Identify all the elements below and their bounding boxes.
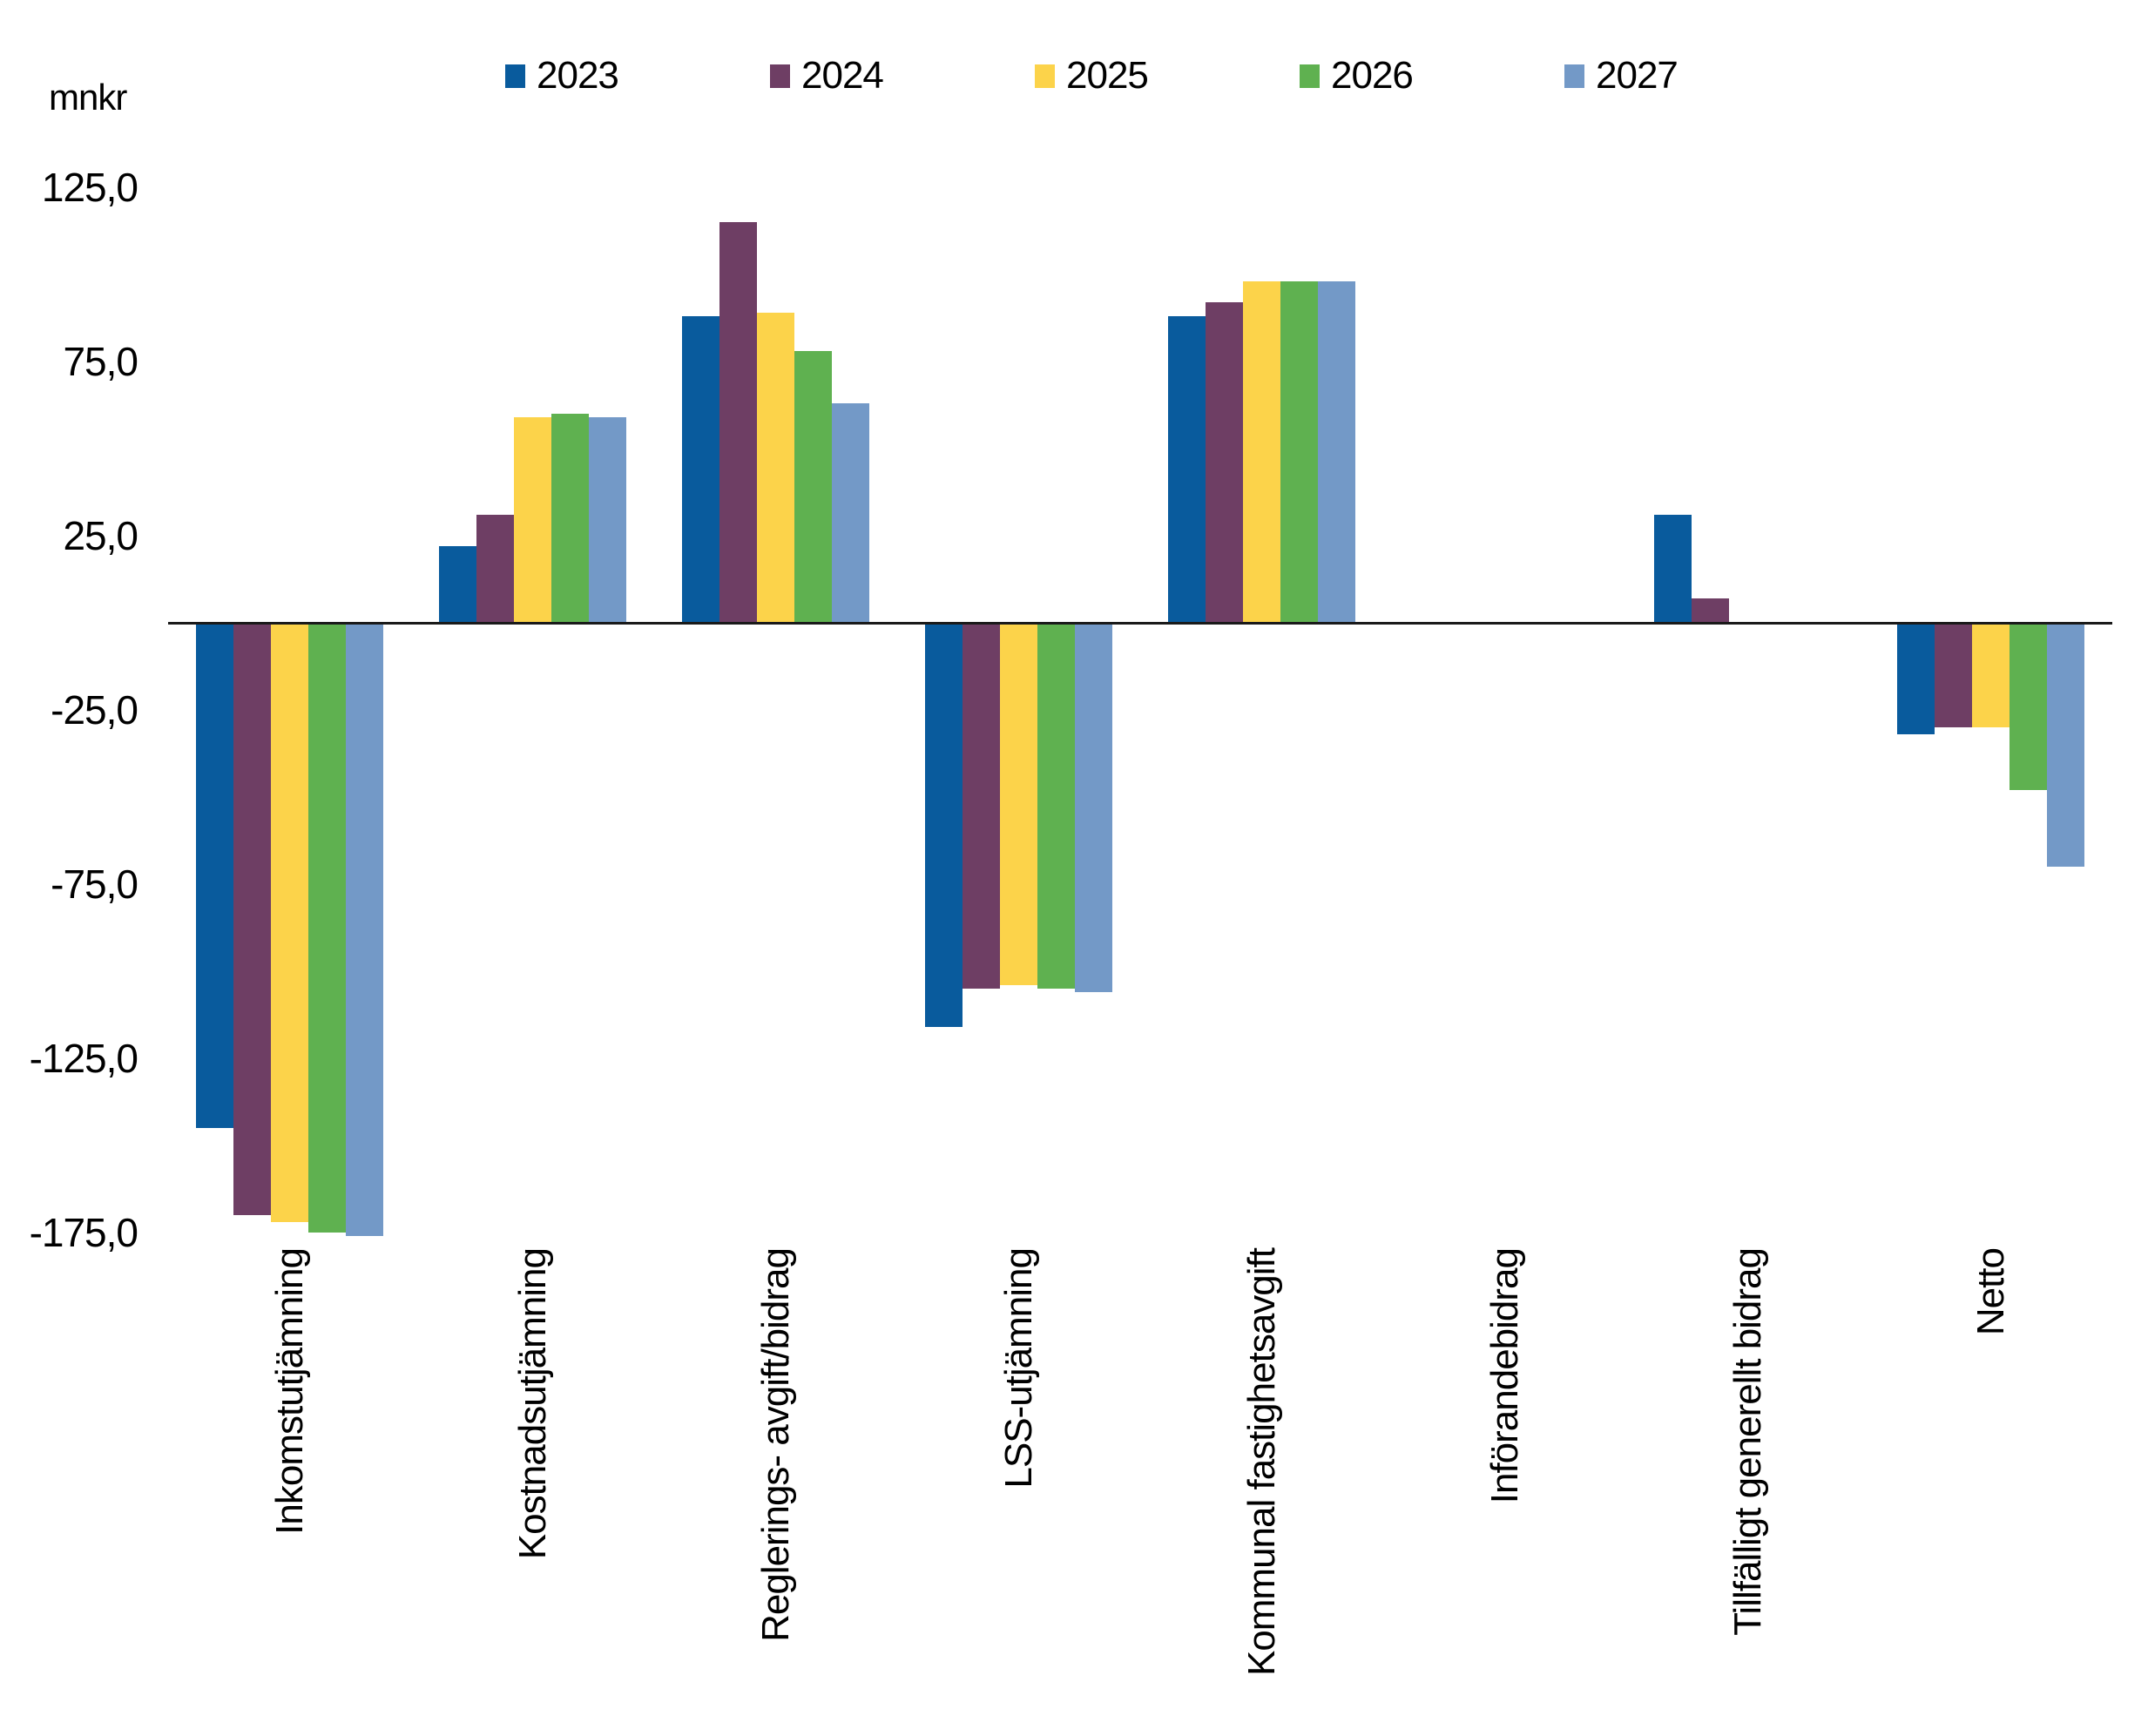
category-label-6: Tillfälligt generellt bidrag — [1726, 1248, 1769, 1636]
legend-swatch-icon-2023 — [505, 64, 525, 88]
category-label-5: Införandebidrag — [1483, 1248, 1526, 1504]
legend-label-2024: 2024 — [801, 54, 884, 97]
legend-item-2027: 2027 — [1564, 54, 1679, 98]
y-tick--25,0: -25,0 — [51, 687, 138, 733]
x-axis-zero-line — [168, 622, 2112, 625]
legend-item-2023: 2023 — [505, 54, 619, 98]
category-label-4: Kommunal fastighetsavgift — [1239, 1248, 1283, 1677]
category-label-2: Reglerings- avgift/bidrag — [753, 1248, 797, 1642]
legend-swatch-icon-2027 — [1564, 64, 1584, 88]
bar-2024-category-1 — [476, 515, 514, 623]
y-tick-25,0: 25,0 — [63, 513, 138, 558]
bar-2025-category-7 — [1972, 623, 2010, 727]
bar-2024-category-7 — [1935, 623, 1972, 727]
legend-item-2026: 2026 — [1300, 54, 1414, 98]
bar-2027-category-7 — [2047, 623, 2084, 867]
bar-2024-category-6 — [1692, 598, 1729, 623]
y-tick--125,0: -125,0 — [29, 1036, 138, 1081]
bar-2027-category-3 — [1075, 623, 1112, 992]
category-label-0: Inkomstutjämning — [267, 1248, 311, 1535]
category-label-7: Netto — [1969, 1248, 2012, 1336]
bar-2027-category-4 — [1318, 281, 1355, 623]
bar-2025-category-0 — [271, 623, 308, 1222]
bar-2023-category-7 — [1897, 623, 1935, 734]
legend-label-2026: 2026 — [1331, 54, 1414, 97]
legend-label-2023: 2023 — [537, 54, 619, 97]
bar-2024-category-3 — [963, 623, 1000, 989]
bar-2026-category-2 — [794, 351, 832, 623]
bar-2023-category-4 — [1168, 316, 1206, 623]
bar-2024-category-2 — [719, 222, 757, 623]
bar-2024-category-4 — [1206, 302, 1243, 623]
bar-2026-category-3 — [1037, 623, 1075, 989]
bar-2027-category-0 — [346, 623, 383, 1236]
y-axis-unit-label: mnkr — [49, 77, 127, 118]
bar-2026-category-4 — [1280, 281, 1318, 623]
legend-item-2025: 2025 — [1035, 54, 1149, 98]
bar-2024-category-0 — [233, 623, 271, 1215]
bar-2023-category-0 — [196, 623, 233, 1128]
legend-swatch-icon-2024 — [770, 64, 790, 88]
bar-2023-category-3 — [925, 623, 963, 1027]
bar-2025-category-4 — [1243, 281, 1280, 623]
y-tick-75,0: 75,0 — [63, 339, 138, 384]
bar-2023-category-2 — [682, 316, 719, 623]
y-tick-125,0: 125,0 — [41, 165, 138, 210]
bar-2023-category-6 — [1654, 515, 1692, 623]
y-tick--75,0: -75,0 — [51, 861, 138, 907]
legend-swatch-icon-2026 — [1300, 64, 1320, 88]
bar-2025-category-3 — [1000, 623, 1037, 985]
bar-2023-category-1 — [439, 546, 476, 623]
legend-label-2025: 2025 — [1066, 54, 1149, 97]
bar-2027-category-2 — [832, 403, 869, 623]
bar-2025-category-1 — [514, 417, 551, 623]
legend-label-2027: 2027 — [1596, 54, 1679, 97]
bar-2027-category-1 — [589, 417, 626, 623]
legend-item-2024: 2024 — [770, 54, 884, 98]
bar-2026-category-1 — [551, 414, 589, 623]
bar-2026-category-7 — [2010, 623, 2047, 790]
category-label-1: Kostnadsutjämning — [510, 1248, 554, 1560]
legend-swatch-icon-2025 — [1035, 64, 1055, 88]
category-label-3: LSS-utjämning — [996, 1248, 1040, 1489]
bar-2025-category-2 — [757, 313, 794, 623]
y-tick--175,0: -175,0 — [29, 1210, 138, 1255]
bar-2026-category-0 — [308, 623, 346, 1233]
